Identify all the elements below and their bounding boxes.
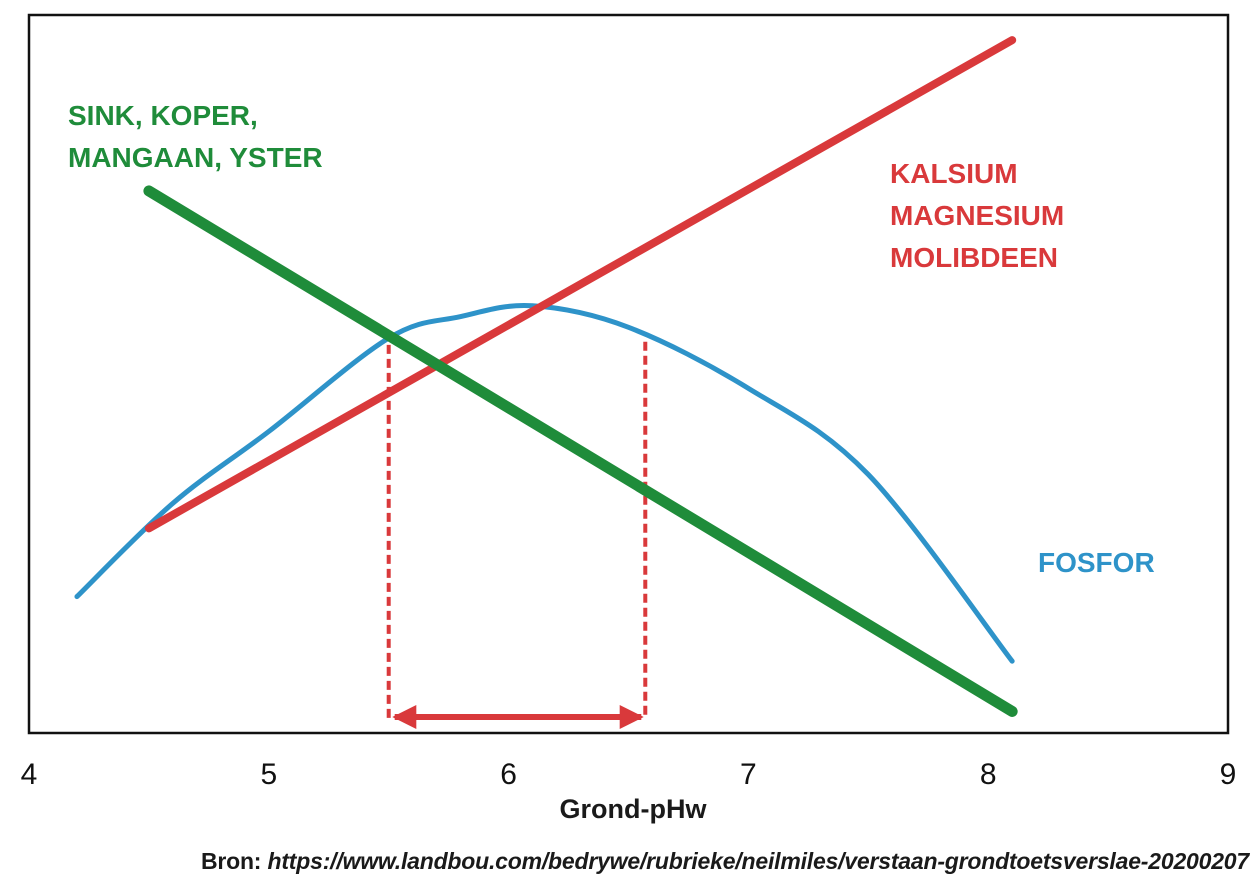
series-line-3	[74, 303, 1015, 664]
x-tick-label-5: 5	[260, 758, 277, 791]
series-label-3: FOSFOR	[1038, 547, 1155, 578]
x-axis-ticks: 4 5 6 7 8 9	[21, 758, 1237, 791]
series-labels: SINK, KOPER, MANGAAN, YSTER KALSIUM MAGNESI…	[68, 100, 1155, 578]
series-label-line: KALSIUM	[890, 158, 1018, 189]
series-line-1	[143, 185, 1018, 717]
x-tick-label-8: 8	[980, 758, 997, 791]
source-citation: Bron: https://www.landbou.com/bedrywe/ru…	[201, 848, 1249, 875]
series-label-1: SINK, KOPER, MANGAAN, YSTER	[68, 100, 323, 173]
optimal-range-dashed-lines	[386, 330, 648, 718]
series-line-2	[144, 36, 1017, 533]
x-tick-label-6: 6	[500, 758, 517, 791]
series-label-line: SINK, KOPER,	[68, 100, 258, 131]
x-tick-label-7: 7	[740, 758, 757, 791]
series-label-2: KALSIUM MAGNESIUM MOLIBDEEN	[890, 158, 1064, 273]
series-label-line: MAGNESIUM	[890, 200, 1064, 231]
source-prefix: Bron:	[200, 848, 262, 874]
x-tick-label-9: 9	[1220, 758, 1237, 791]
source-url: https://www.landbou.com/bedrywe/rubrieke…	[267, 848, 1249, 874]
series-label-line: FOSFOR	[1038, 547, 1155, 578]
x-axis-label: Grond-pHw	[560, 794, 708, 824]
plot-frame	[27, 13, 1230, 735]
series-layer	[74, 36, 1018, 717]
series-label-line: MANGAAN, YSTER	[68, 142, 323, 173]
x-tick-label-4: 4	[21, 758, 38, 791]
series-label-line: MOLIBDEEN	[890, 242, 1058, 273]
